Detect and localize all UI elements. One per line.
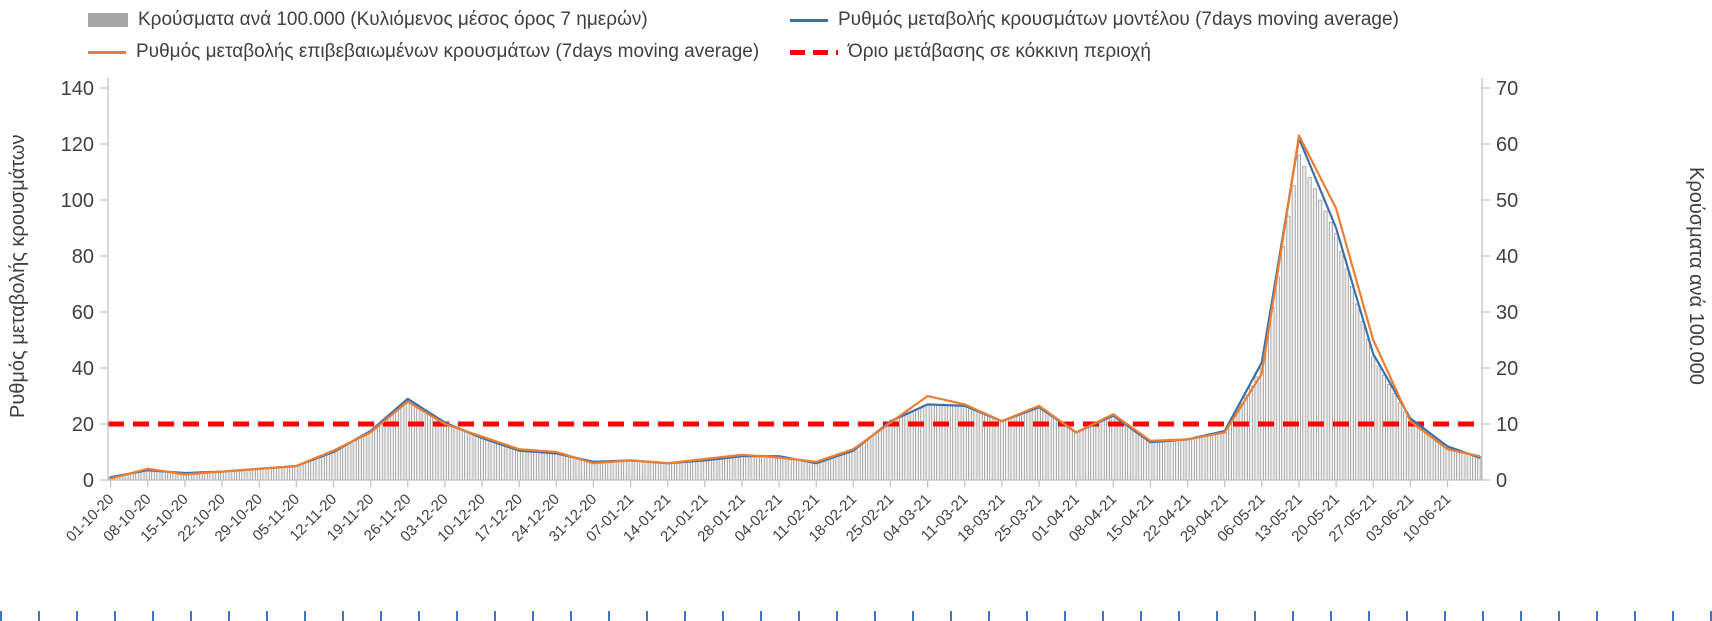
right-axis-tick-label: 50 [1496, 190, 1518, 212]
table-top-edge [0, 611, 1712, 621]
legend-item-confirmed: Ρυθμός μεταβολής επιβεβαιωμένων κρουσμάτ… [88, 41, 759, 63]
bars-legend-label: Κρούσματα ανά 100.000 (Κυλιόμενος μέσος … [138, 9, 648, 30]
left-axis-tick-label: 20 [72, 414, 94, 436]
bars-series [108, 154, 1482, 481]
legend-item-bars: Κρούσματα ανά 100.000 (Κυλιόμενος μέσος … [88, 9, 648, 31]
model-legend-label: Ρυθμός μεταβολής κρουσμάτων μοντέλου (7d… [838, 9, 1399, 30]
legend-item-model: Ρυθμός μεταβολής κρουσμάτων μοντέλου (7d… [790, 9, 1399, 31]
confirmed-legend-label: Ρυθμός μεταβολής επιβεβαιωμένων κρουσμάτ… [136, 41, 760, 62]
left-axis-tick-label: 0 [83, 470, 94, 492]
legend-item-threshold: Όριο μετάβασης σε κόκκινη περιοχή [790, 41, 1151, 63]
right-axis-tick-label: 10 [1496, 414, 1518, 436]
left-axis-tick-label: 60 [72, 302, 94, 324]
right-axis-title: Κρούσματα ανά 100.000 [1685, 167, 1707, 385]
threshold-legend-swatch [790, 49, 838, 55]
confirmed-legend-swatch [88, 50, 126, 54]
confirmed-line [109, 134, 1481, 480]
right-axis-tick-label: 70 [1496, 78, 1518, 100]
threshold-legend-label: Όριο μετάβασης σε κόκκινη περιοχή [848, 41, 1151, 62]
right-axis-tick-label: 40 [1496, 246, 1518, 268]
plot-area: 02040608010012014001020304050607001-10-2… [61, 78, 1518, 545]
model-legend-swatch [790, 18, 828, 22]
left-axis-tick-label: 100 [61, 190, 94, 212]
left-axis-tick-label: 140 [61, 78, 94, 100]
right-axis-tick-label: 20 [1496, 358, 1518, 380]
left-axis-tick-label: 40 [72, 358, 94, 380]
left-axis-tick-label: 120 [61, 134, 94, 156]
left-axis-tick-label: 80 [72, 246, 94, 268]
right-axis-tick-label: 60 [1496, 134, 1518, 156]
bars-legend-swatch [88, 13, 128, 27]
right-axis-tick-label: 30 [1496, 302, 1518, 324]
right-axis-tick-label: 0 [1496, 470, 1507, 492]
